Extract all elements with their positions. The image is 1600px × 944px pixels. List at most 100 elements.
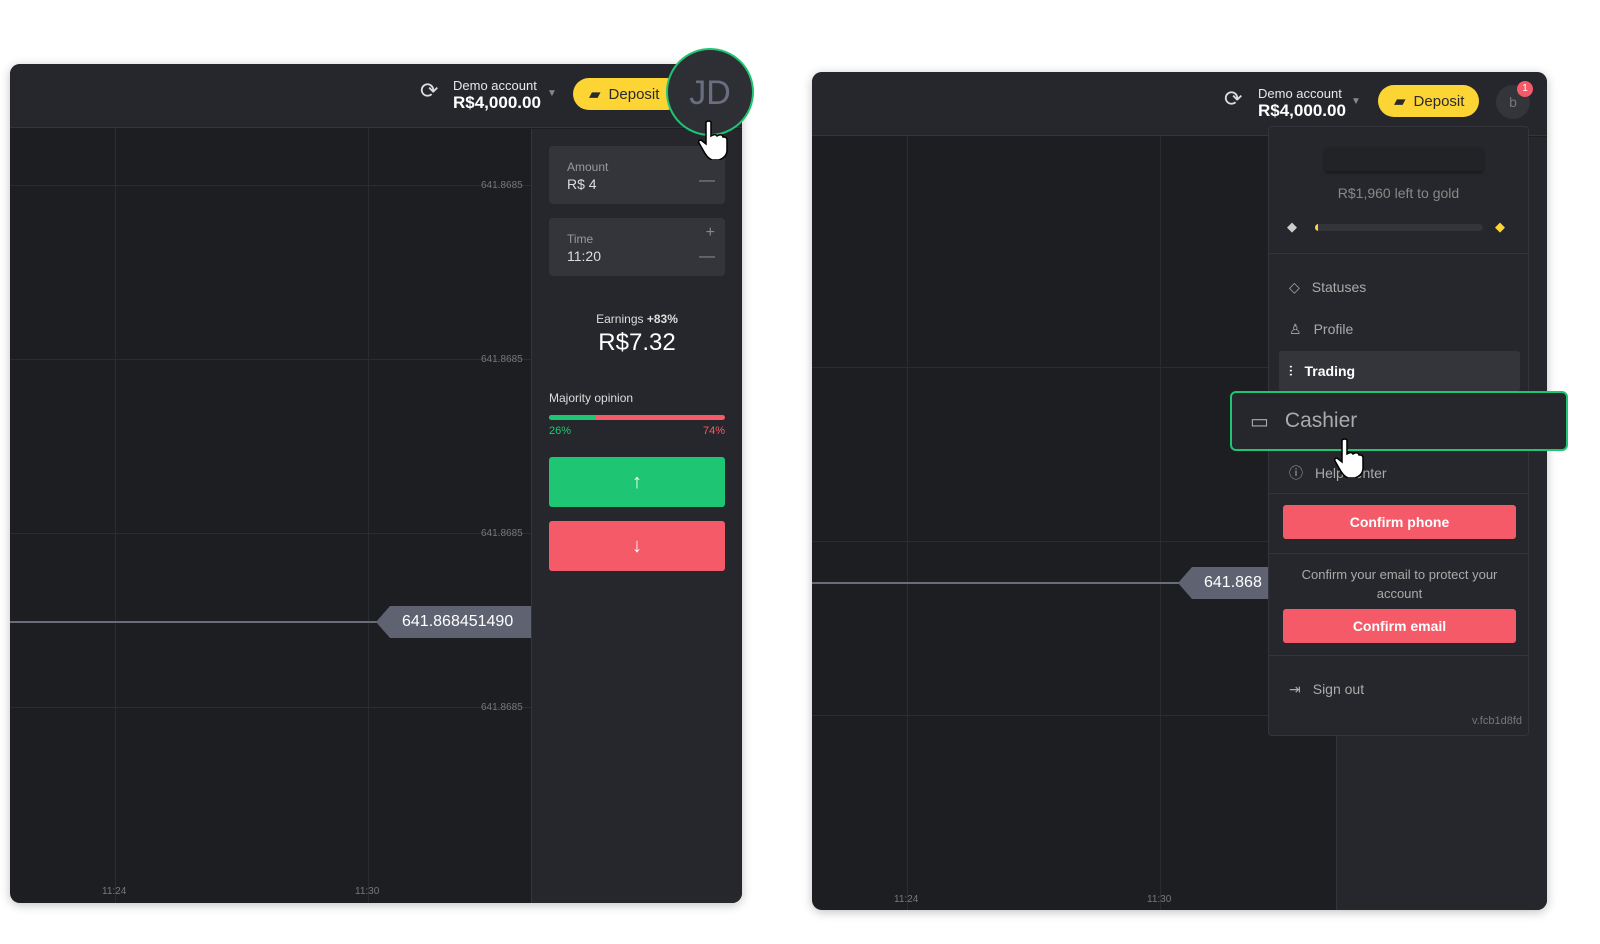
plus-icon[interactable]: + (705, 224, 715, 241)
menu-item-profile[interactable]: ♙ Profile (1279, 309, 1520, 349)
price-line (10, 621, 390, 623)
grid-line (907, 136, 908, 910)
avatar-initials: b (1509, 94, 1517, 110)
user-icon: ♙ (1289, 320, 1302, 337)
grid-line (812, 367, 1336, 368)
gold-progress-fill (1315, 224, 1318, 231)
grid-line (10, 359, 531, 360)
grid-line (368, 128, 369, 903)
minus-icon[interactable]: — (699, 172, 715, 189)
grid-line (812, 715, 1336, 716)
menu-label: Trading (1304, 363, 1356, 379)
grid-line (1160, 136, 1161, 910)
menu-label: Statuses (1311, 279, 1367, 295)
confirm-email-text: Confirm your email to protect your accou… (1301, 567, 1498, 601)
amount-field[interactable]: Amount R$ 4 — (549, 146, 725, 204)
sign-out-icon: ⇥ (1289, 680, 1301, 697)
header: ⟳ Demo account R$4,000.00 ▼ ▰ Deposit b 1 (812, 72, 1547, 136)
confirm-email-button[interactable]: Confirm email (1283, 609, 1516, 643)
header: ⟳ Demo account R$4,000.00 ▼ ▰ Deposit (10, 64, 742, 128)
balance: R$4,000.00 (453, 93, 541, 112)
account-label: Demo account (453, 78, 537, 93)
menu-item-help-center[interactable]: ⓘ Help center (1279, 456, 1520, 490)
trade-sidebar: Amount R$ 4 — Time 11:20 + — Earnings +8… (531, 129, 742, 903)
menu-item-cashier[interactable]: ▭ Cashier (1230, 391, 1568, 451)
y-tick: 641.8685 (481, 702, 523, 713)
up-percent: 26% (549, 425, 572, 437)
grid-line (10, 185, 531, 186)
time-value: 11:20 (567, 248, 601, 264)
x-tick: 11:24 (102, 886, 127, 897)
up-button[interactable]: ↑ (549, 457, 725, 507)
y-tick: 641.8685 (481, 180, 523, 191)
amount-value: R$ 4 (567, 176, 597, 192)
deposit-button[interactable]: ▰ Deposit (1378, 85, 1479, 117)
grid-line (10, 707, 531, 708)
chevron-down-icon[interactable]: ▼ (1351, 96, 1361, 107)
wallet-icon: ▰ (1394, 93, 1406, 110)
deposit-label: Deposit (1413, 92, 1465, 110)
minus-icon[interactable]: — (699, 248, 715, 265)
gold-diamond-icon: ◆ (1495, 219, 1505, 234)
menu-label: Profile (1313, 321, 1354, 337)
version-text: v.fcb1d8fd (1472, 715, 1522, 727)
majority-up-fill (549, 415, 595, 420)
diamond-icon: ◇ (1289, 278, 1300, 295)
price-tag: 641.868 (1178, 567, 1278, 599)
avatar-initials: JD (689, 74, 731, 112)
left-screen: ⟳ Demo account R$4,000.00 ▼ ▰ Deposit 641… (10, 64, 742, 903)
status-card (1325, 147, 1483, 171)
hand-cursor-icon (698, 120, 728, 160)
x-tick: 11:30 (355, 886, 380, 897)
gold-progress-text: R$1,960 left to gold (1337, 185, 1460, 201)
grid-line (812, 541, 1336, 542)
gold-progress-bar (1315, 224, 1483, 231)
menu-item-trading[interactable]: ⫶ Trading (1279, 351, 1520, 391)
notification-badge: 1 (1517, 81, 1533, 97)
silver-diamond-icon: ◆ (1287, 219, 1297, 234)
sign-out-button[interactable]: ⇥ Sign out (1279, 669, 1520, 709)
arrow-up-icon: ↑ (632, 471, 642, 493)
balance: R$4,000.00 (1258, 101, 1346, 120)
deposit-button[interactable]: ▰ Deposit (573, 78, 683, 110)
menu-label: Sign out (1312, 681, 1365, 697)
menu-item-statuses[interactable]: ◇ Statuses (1279, 267, 1520, 307)
account-label: Demo account (1258, 86, 1342, 101)
price-tag: 641.868451490 (376, 606, 531, 638)
deposit-label: Deposit (608, 85, 660, 103)
chevron-down-icon[interactable]: ▼ (547, 88, 557, 99)
earnings-value: R$7.32 (598, 329, 676, 356)
price-line (812, 582, 1192, 584)
divider (1269, 655, 1528, 656)
hand-cursor-icon (1334, 438, 1364, 478)
menu-label: Cashier (1284, 409, 1358, 432)
majority-bar (549, 415, 725, 420)
amount-label: Amount (567, 160, 609, 174)
x-tick: 11:24 (894, 894, 919, 905)
majority-label: Majority opinion (549, 391, 634, 405)
earnings-percent: +83% (646, 312, 678, 326)
y-tick: 641.8685 (481, 354, 523, 365)
time-label: Time (567, 232, 594, 246)
chart-icon: ⫶ (1289, 362, 1293, 379)
arrow-down-icon: ↓ (632, 535, 642, 557)
grid-line (115, 128, 116, 903)
sync-icon[interactable]: ⟳ (420, 78, 439, 103)
x-tick: 11:30 (1147, 894, 1172, 905)
sync-icon[interactable]: ⟳ (1224, 86, 1243, 111)
wallet-icon: ▰ (589, 86, 601, 103)
divider (1269, 493, 1528, 494)
grid-line (10, 533, 531, 534)
wallet-icon: ▭ (1250, 410, 1269, 433)
account-switcher[interactable]: Demo account R$4,000.00 (1258, 86, 1346, 121)
divider (1269, 553, 1528, 554)
confirm-phone-button[interactable]: Confirm phone (1283, 505, 1516, 539)
down-button[interactable]: ↓ (549, 521, 725, 571)
info-icon: ⓘ (1289, 465, 1303, 481)
divider (1269, 253, 1528, 254)
earnings-label: Earnings +83% (532, 312, 742, 326)
down-percent: 74% (702, 425, 725, 437)
account-switcher[interactable]: Demo account R$4,000.00 (453, 78, 541, 113)
y-tick: 641.8685 (481, 528, 523, 539)
time-field[interactable]: Time 11:20 + — (549, 218, 725, 276)
